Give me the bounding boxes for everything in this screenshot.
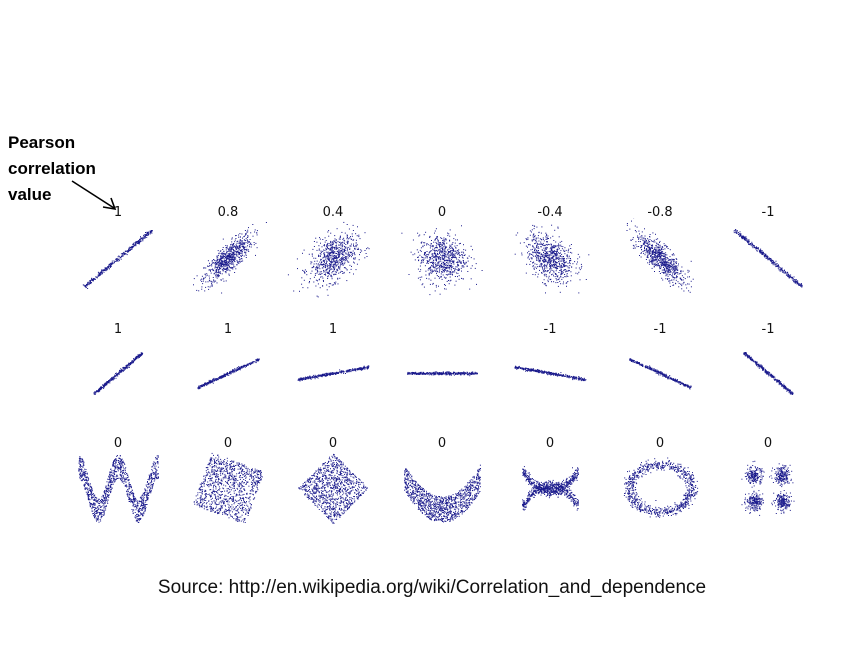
scatter-plot-line-neg bbox=[733, 229, 803, 288]
correlation-label: -1 bbox=[543, 322, 557, 337]
correlation-label: 0 bbox=[437, 436, 447, 451]
scatter-plot-ellipse-pos-0.8 bbox=[193, 222, 267, 294]
scatter-plot-line-steep-pos bbox=[93, 352, 144, 395]
correlation-label: 1 bbox=[113, 322, 123, 337]
scatter-plot-ring bbox=[623, 457, 699, 518]
scatter-plot-line-shallow-neg bbox=[514, 365, 587, 382]
scatter-plot-line-mid-pos bbox=[197, 358, 260, 390]
correlation-label: 0.8 bbox=[217, 205, 239, 220]
correlation-label: 0 bbox=[763, 436, 773, 451]
correlation-label: 1 bbox=[328, 322, 338, 337]
source-caption: Source: http://en.wikipedia.org/wiki/Cor… bbox=[157, 577, 707, 598]
scatter-plot-line-mid-neg bbox=[629, 358, 692, 390]
annotation-line-2: correlation bbox=[8, 159, 96, 178]
annotation-label: Pearson correlation value bbox=[8, 130, 96, 208]
correlation-label: 1 bbox=[113, 205, 123, 220]
correlation-label: -0.8 bbox=[647, 205, 673, 220]
correlation-label: 0.4 bbox=[322, 205, 344, 220]
correlation-label: 0 bbox=[223, 436, 233, 451]
correlation-label: 0 bbox=[437, 205, 447, 220]
scatter-plot-ellipse-neg-0.4 bbox=[514, 224, 590, 294]
scatter-plot-cross bbox=[522, 466, 579, 511]
correlation-label: 1 bbox=[223, 322, 233, 337]
scatter-plot-diamond bbox=[298, 453, 368, 524]
scatter-plot-ellipse-pos-0.4 bbox=[287, 221, 370, 298]
scatter-plot-line-pos bbox=[82, 230, 153, 289]
annotation-arrow-icon bbox=[71, 180, 117, 211]
correlation-label: -1 bbox=[761, 205, 775, 220]
correlation-label: 0 bbox=[655, 436, 665, 451]
scatter-plot-rotated-square bbox=[193, 452, 263, 523]
annotation-line-3: value bbox=[8, 185, 52, 204]
correlation-label: 0 bbox=[113, 436, 123, 451]
scatter-plot-blob bbox=[401, 225, 483, 296]
correlation-label: 0 bbox=[328, 436, 338, 451]
scatter-plot-wave bbox=[78, 455, 159, 523]
scatter-plot-ellipse-neg-0.8 bbox=[626, 218, 694, 293]
scatter-plot-line-steep-neg bbox=[743, 352, 794, 395]
scatter-plot-line-flat bbox=[407, 371, 478, 377]
scatter-plot-parabola bbox=[404, 464, 481, 523]
correlation-label: -1 bbox=[761, 322, 775, 337]
scatter-plot-four-clusters bbox=[741, 460, 795, 516]
correlation-label: -1 bbox=[653, 322, 667, 337]
correlation-label: 0 bbox=[545, 436, 555, 451]
correlation-label: -0.4 bbox=[537, 205, 563, 220]
annotation-line-1: Pearson bbox=[8, 133, 76, 152]
scatter-plot-line-shallow-pos bbox=[297, 365, 370, 382]
